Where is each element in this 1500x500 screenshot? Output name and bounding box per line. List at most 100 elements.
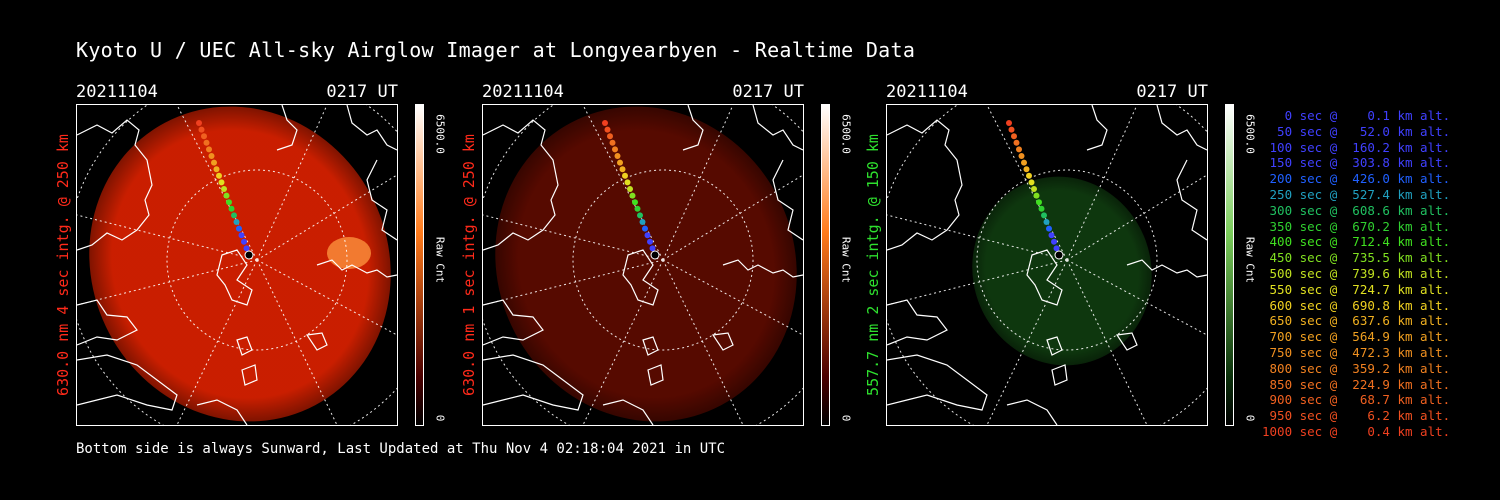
trajectory-endpoint (244, 250, 254, 260)
trajectory-point (607, 133, 613, 140)
legend-entry: 800 sec @ 359.2 km alt. (1262, 360, 1451, 376)
legend-entry: 150 sec @ 303.8 km alt. (1262, 155, 1451, 171)
colorbar-unit-label: Raw Cnt (1243, 236, 1257, 284)
trajectory-track (196, 120, 254, 260)
trajectory-point (619, 166, 626, 173)
trajectory-point (1026, 172, 1032, 179)
trajectory-point (644, 232, 651, 239)
trajectory-point (198, 126, 205, 133)
allsky-image (886, 104, 1208, 426)
trajectory-point (602, 120, 608, 126)
panel-date: 20211104 (76, 82, 158, 102)
trajectory-point (642, 225, 648, 232)
trajectory-point (649, 245, 656, 252)
trajectory-point (211, 159, 217, 166)
legend-entry: 100 sec @ 160.2 km alt. (1262, 139, 1451, 155)
trajectory-point (1033, 192, 1040, 199)
trajectory-point (637, 212, 643, 219)
legend-entry: 600 sec @ 690.8 km alt. (1262, 297, 1451, 313)
trajectory-point (1041, 212, 1047, 219)
legend-entry: 0 sec @ 0.1 km alt. (1262, 108, 1451, 123)
panel-wavelength-label: 630.0 nm 1 sec intg. @ 250 km (460, 134, 478, 396)
trajectory-point (647, 238, 653, 245)
trajectory-point (1021, 159, 1027, 166)
legend-entry: 350 sec @ 670.2 km alt. (1262, 218, 1451, 234)
trajectory-point (231, 212, 237, 219)
trajectory-point (1051, 238, 1057, 245)
panel-time: 0217 UT (732, 82, 804, 102)
colorbar-min-label: 0 (433, 414, 447, 422)
legend-entry: 650 sec @ 637.6 km alt. (1262, 313, 1451, 329)
colorbar (821, 104, 830, 426)
trajectory-point (1038, 205, 1045, 212)
trajectory-point (1046, 225, 1052, 232)
trajectory-track (1006, 120, 1064, 260)
trajectory-point (236, 225, 242, 232)
trajectory-track (602, 120, 660, 260)
trajectory-point (627, 186, 633, 192)
panel-time: 0217 UT (326, 82, 398, 102)
colorbar-unit-label: Raw Cnt (433, 236, 447, 284)
trajectory-point (1008, 126, 1015, 133)
trajectory-point (1006, 120, 1012, 126)
legend-entry: 450 sec @ 735.5 km alt. (1262, 250, 1451, 266)
trajectory-point (206, 146, 212, 153)
trajectory-point (226, 199, 232, 206)
imager-panel-2: 20211104 0217 UT 630.0 nm 1 sec intg. @ 25… (460, 80, 882, 430)
colorbar-unit-label: Raw Cnt (839, 236, 853, 284)
colorbar-max-label: 6500.0 (433, 114, 447, 154)
trajectory-point (243, 245, 250, 252)
trajectory-point (1013, 139, 1020, 146)
trajectory-point (233, 219, 240, 225)
trajectory-point (221, 186, 227, 192)
panel-wavelength-label: 630.0 nm 4 sec intg. @ 250 km (54, 134, 72, 396)
trajectory-point (223, 192, 230, 199)
trajectory-point (1036, 199, 1042, 206)
imager-panel-3: 20211104 0217 UT 557.7 nm 2 sec intg. @ 15… (864, 80, 1286, 430)
colorbar-min-label: 0 (839, 414, 853, 422)
trajectory-point (614, 153, 621, 159)
legend-entry: 200 sec @ 426.0 km alt. (1262, 171, 1451, 187)
trajectory-endpoint (1054, 250, 1064, 260)
trajectory-point (241, 238, 247, 245)
trajectory-point (634, 205, 641, 212)
panel-date: 20211104 (886, 82, 968, 102)
legend-entry: 950 sec @ 6.2 km alt. (1262, 408, 1451, 424)
trajectory-point (196, 120, 202, 126)
allsky-image (76, 104, 398, 426)
panel-time: 0217 UT (1136, 82, 1208, 102)
trajectory-point (1048, 232, 1055, 239)
panel-wavelength-label: 557.7 nm 2 sec intg. @ 150 km (864, 134, 882, 396)
trajectory-point (604, 126, 611, 133)
trajectory-legend: 0 sec @ 0.1 km alt. 50 sec @ 52.0 km alt… (1262, 108, 1451, 440)
trajectory-point (203, 139, 210, 146)
trajectory-point (228, 205, 235, 212)
legend-entry: 900 sec @ 68.7 km alt. (1262, 392, 1451, 408)
trajectory-point (612, 146, 618, 153)
legend-entry: 500 sec @ 739.6 km alt. (1262, 265, 1451, 281)
trajectory-point (632, 199, 638, 206)
trajectory-point (208, 153, 215, 159)
legend-entry: 700 sec @ 564.9 km alt. (1262, 329, 1451, 345)
legend-entry: 550 sec @ 724.7 km alt. (1262, 281, 1451, 297)
imager-panel-1: 20211104 0217 UT 630.0 nm 4 sec intg. @ 25… (54, 80, 476, 430)
colorbar-max-label: 6500.0 (1243, 114, 1257, 154)
legend-entry: 250 sec @ 527.4 km alt. (1262, 186, 1451, 202)
page-title: Kyoto U / UEC All-sky Airglow Imager at … (76, 38, 916, 62)
colorbar-min-label: 0 (1243, 414, 1257, 422)
trajectory-point (617, 159, 623, 166)
trajectory-point (622, 172, 628, 179)
footer-status: Bottom side is always Sunward, Last Upda… (76, 441, 726, 457)
trajectory-point (1028, 179, 1035, 186)
airglow-disk (495, 106, 797, 422)
allsky-image (482, 104, 804, 426)
airglow-disk (972, 176, 1152, 366)
airglow-disk (89, 106, 391, 422)
trajectory-point (1018, 153, 1025, 159)
trajectory-point (1023, 166, 1030, 173)
trajectory-point (1043, 219, 1050, 225)
colorbar (415, 104, 424, 426)
legend-entry: 400 sec @ 712.4 km alt. (1262, 234, 1451, 250)
colorbar-max-label: 6500.0 (839, 114, 853, 154)
colorbar (1225, 104, 1234, 426)
